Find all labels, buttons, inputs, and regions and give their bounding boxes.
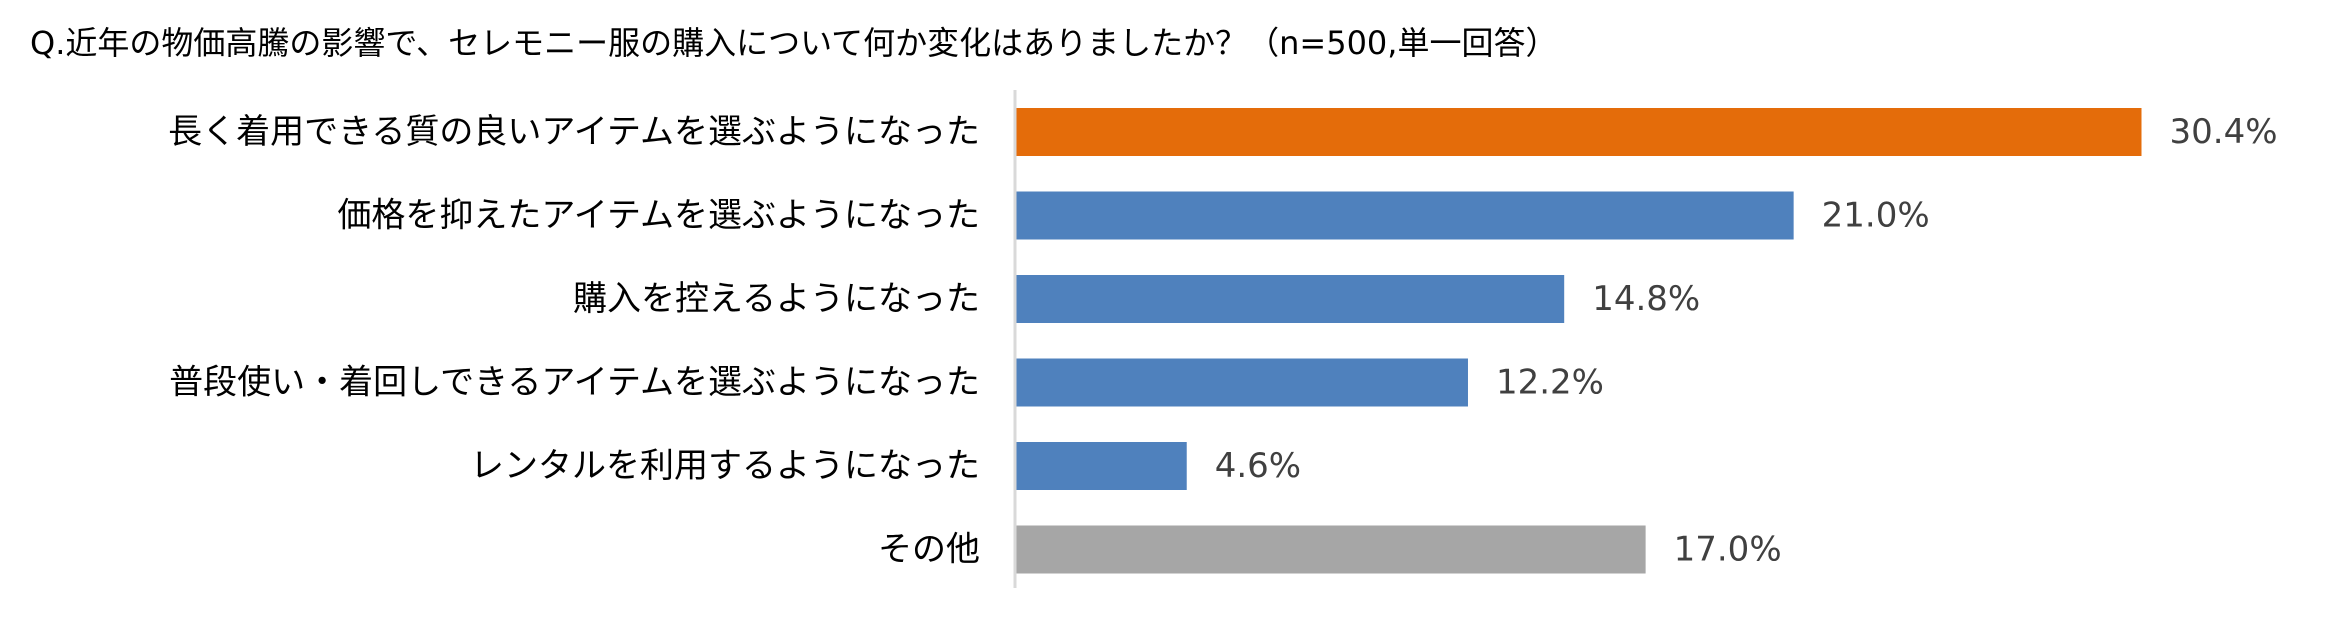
bar-2 (1016, 275, 1565, 323)
value-label-5: 17.0% (1674, 530, 1782, 570)
category-label-0: 長く着用できる質の良いアイテムを選ぶようになった (168, 112, 980, 152)
category-label-5: その他 (878, 530, 980, 570)
category-label-4: レンタルを利用するようになった (470, 446, 980, 486)
value-label-3: 12.2% (1496, 363, 1604, 403)
category-label-2: 購入を控えるようになった (573, 279, 980, 319)
bar-0 (1016, 108, 2142, 156)
bar-5 (1016, 525, 1646, 574)
value-label-1: 21.0% (1822, 196, 1930, 236)
value-label-4: 4.6% (1215, 446, 1301, 486)
value-labels-group: 30.4% 21.0% 14.8% 12.2% 4.6% 17.0% (1215, 112, 2278, 570)
bars-group (1016, 108, 2142, 574)
category-labels-group: 長く着用できる質の良いアイテムを選ぶようになった価格を抑えたアイテムを選ぶように… (168, 112, 980, 570)
bar-4 (1016, 442, 1187, 490)
bar-1 (1016, 191, 1794, 240)
category-label-1: 価格を抑えたアイテムを選ぶようになった (337, 196, 980, 236)
value-label-2: 14.8% (1592, 279, 1700, 319)
chart-title: Q.近年の物価高騰の影響で、セレモニー服の購入について何か変化はありましたか？（… (30, 24, 1558, 62)
value-label-0: 30.4% (2170, 112, 2278, 152)
category-label-3: 普段使い・着回しできるアイテムを選ぶようになった (169, 363, 980, 403)
bar-3 (1016, 358, 1468, 407)
